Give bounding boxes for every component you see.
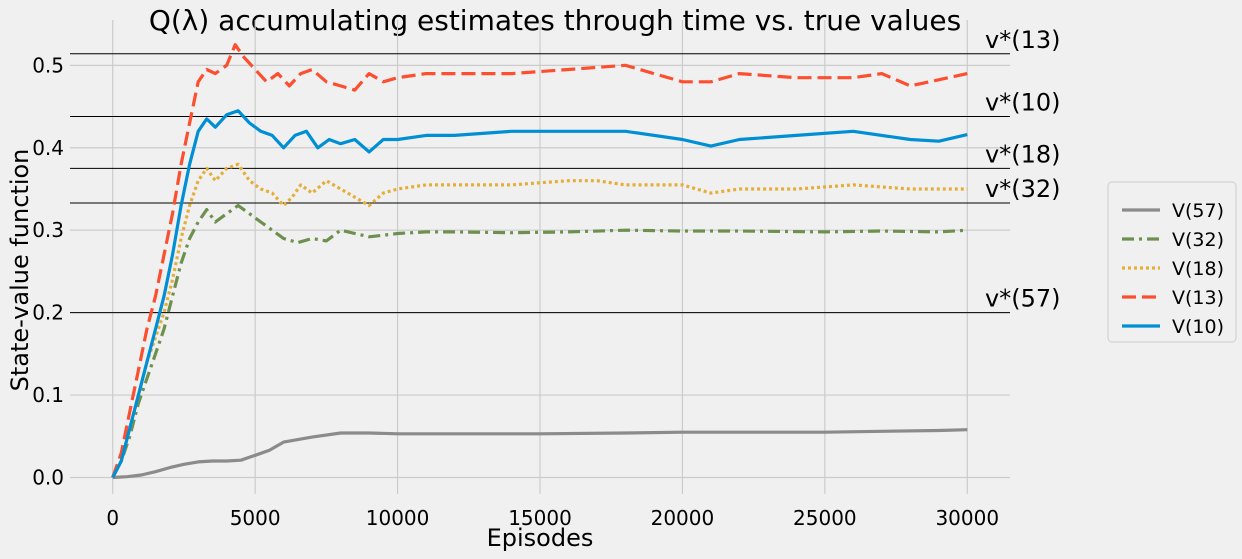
chart-title: Q(λ) accumulating estimates through time…: [149, 4, 961, 37]
series-line: [111, 203, 968, 479]
reference-line-label: v*(13): [985, 26, 1060, 54]
legend-label: V(32): [1172, 229, 1224, 251]
reference-line-label: v*(32): [985, 175, 1060, 203]
legend-label: V(13): [1172, 287, 1224, 309]
series-layer: [111, 43, 968, 480]
legend-frame: [1107, 181, 1237, 343]
x-tick-label: 20000: [651, 506, 715, 530]
y-tick-label: 0.5: [32, 53, 64, 77]
y-tick-label: 0.2: [32, 301, 64, 325]
x-tick-label: 0: [106, 506, 119, 530]
x-axis-ticks: 0 5000 10000 15000 20000 25000 30000: [106, 506, 999, 530]
y-tick-label: 0.1: [32, 383, 64, 407]
y-tick-label: 0.4: [32, 136, 64, 160]
x-tick-label: 10000: [366, 506, 430, 530]
legend: V(57) V(32) V(18) V(13) V(10): [1107, 181, 1237, 343]
x-axis-label: Episodes: [487, 524, 594, 552]
x-tick-label: 30000: [935, 506, 999, 530]
series-line: [111, 162, 968, 479]
legend-label: V(10): [1172, 316, 1224, 338]
x-tick-label: 5000: [230, 506, 281, 530]
y-tick-label: 0.3: [32, 218, 64, 242]
legend-label: V(57): [1172, 200, 1224, 222]
legend-label: V(18): [1172, 258, 1224, 280]
x-tick-label: 15000: [508, 506, 572, 530]
x-tick-label: 25000: [793, 506, 857, 530]
y-axis-label: State-value function: [6, 149, 34, 392]
y-axis-ticks: 0.0 0.1 0.2 0.3 0.4 0.5: [32, 53, 64, 489]
series-line: [111, 109, 968, 479]
reference-line-label: v*(10): [985, 88, 1060, 116]
y-tick-label: 0.0: [32, 466, 64, 490]
reference-lines: v*(13) v*(10) v*(18) v*(32) v*(57): [70, 26, 1060, 314]
series-line: [111, 43, 968, 479]
series-line: [112, 428, 968, 480]
reference-line-label: v*(18): [985, 140, 1060, 168]
reference-line-label: v*(57): [985, 285, 1060, 313]
